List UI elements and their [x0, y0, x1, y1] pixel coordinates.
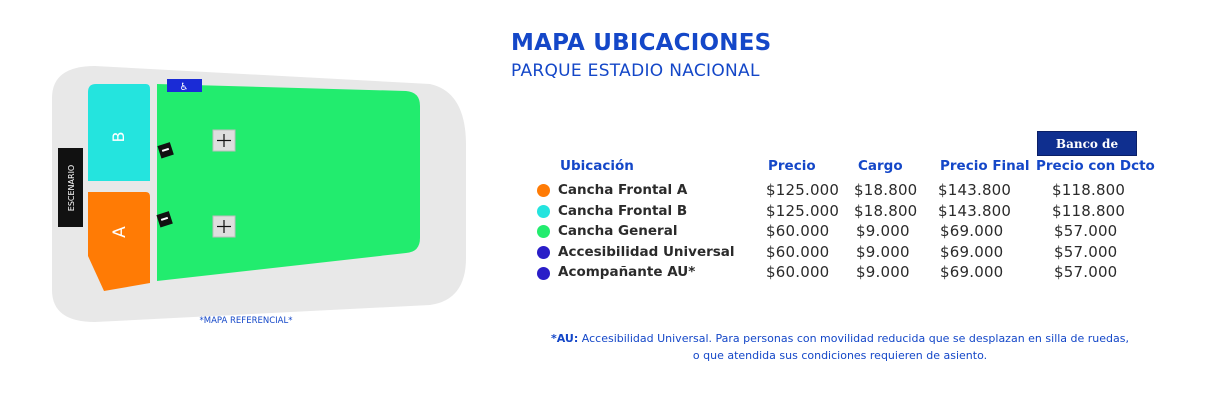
section-a-label: A — [110, 226, 130, 238]
footnote-marker: *AU: — [551, 332, 579, 345]
discount-price-value: $118.800 — [1052, 202, 1126, 220]
price-value: $125.000 — [766, 181, 840, 199]
location-name: Cancha General — [558, 223, 678, 239]
speaker-tower-icon — [157, 142, 174, 159]
price-value: $60.000 — [766, 263, 830, 281]
charge-value: $9.000 — [856, 243, 910, 261]
col-header-charge: Cargo — [858, 158, 903, 174]
footnote-line-1: Accesibilidad Universal. Para personas c… — [581, 332, 1129, 345]
color-dot — [537, 267, 550, 280]
discount-price-value: $118.800 — [1052, 181, 1126, 199]
price-value: $60.000 — [766, 222, 830, 240]
location-name: Cancha Frontal B — [558, 203, 688, 219]
discount-price-value: $57.000 — [1054, 243, 1118, 261]
section-b-label: B — [109, 132, 128, 143]
charge-value: $9.000 — [856, 222, 910, 240]
speaker-tower-icon — [156, 211, 173, 228]
col-header-price: Precio — [768, 158, 816, 174]
bank-logo: Banco de Chile — [1037, 131, 1137, 176]
charge-value: $18.800 — [854, 181, 918, 199]
discount-price-value: $57.000 — [1054, 263, 1118, 281]
page-title: MAPA UBICACIONES — [511, 30, 772, 56]
color-dot — [537, 246, 550, 259]
color-dot — [537, 184, 550, 197]
price-value: $125.000 — [766, 202, 840, 220]
stage — [58, 148, 83, 227]
final-price-value: $143.800 — [938, 181, 1012, 199]
control-tower-icon — [212, 129, 236, 152]
color-dot — [537, 225, 550, 238]
footnote-line-2: o que atendida sus condiciones requieren… — [692, 349, 988, 362]
location-name: Cancha Frontal A — [558, 182, 688, 198]
charge-value: $9.000 — [856, 263, 910, 281]
final-price-value: $69.000 — [940, 222, 1004, 240]
wheelchair-icon: ♿ — [180, 82, 189, 93]
section-general[interactable] — [157, 84, 420, 281]
color-dot — [537, 205, 550, 218]
section-frontal-b[interactable] — [88, 84, 150, 181]
location-name: Accesibilidad Universal — [558, 244, 735, 260]
final-price-value: $143.800 — [938, 202, 1012, 220]
control-tower-icon — [212, 215, 236, 238]
page-subtitle: PARQUE ESTADIO NACIONAL — [511, 61, 760, 81]
header: MAPA UBICACIONES PARQUE ESTADIO NACIONAL — [511, 30, 771, 81]
discount-price-value: $57.000 — [1054, 222, 1118, 240]
col-header-location: Ubicación — [560, 158, 634, 174]
venue-map: ESCENARIO B A ♿ *MAPA REFERENCIAL* — [52, 66, 466, 326]
col-header-discount: Precio con Dcto — [1036, 158, 1155, 174]
accessibility-platform[interactable]: ♿ — [167, 79, 202, 93]
footnote: *AU: Accesibilidad Universal. Para perso… — [520, 330, 1160, 364]
final-price-value: $69.000 — [940, 263, 1004, 281]
map-reference-note: *MAPA REFERENCIAL* — [200, 316, 293, 326]
charge-value: $18.800 — [854, 202, 918, 220]
location-name: Acompañante AU* — [558, 264, 696, 280]
final-price-value: $69.000 — [940, 243, 1004, 261]
price-value: $60.000 — [766, 243, 830, 261]
stage-label: ESCENARIO — [67, 165, 76, 211]
col-header-final: Precio Final — [940, 158, 1030, 174]
section-frontal-a[interactable] — [88, 192, 150, 291]
